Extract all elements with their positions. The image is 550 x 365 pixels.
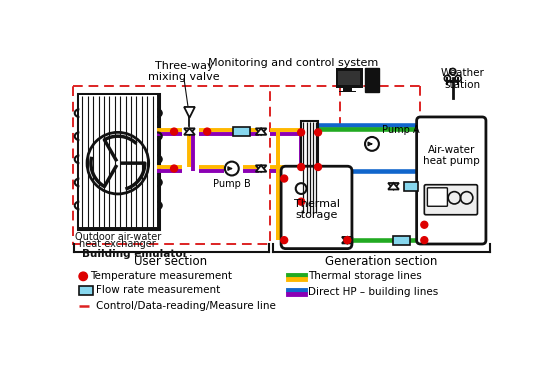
Polygon shape (342, 237, 353, 243)
Circle shape (280, 237, 288, 243)
Text: Air-water
heat pump: Air-water heat pump (423, 145, 480, 166)
Text: User section: User section (134, 255, 207, 268)
Circle shape (204, 128, 211, 135)
Polygon shape (342, 237, 353, 243)
Bar (73, 86, 270, 244)
Bar (365, 69, 379, 92)
Circle shape (344, 237, 351, 243)
Bar (338, 71, 360, 85)
Circle shape (170, 128, 178, 135)
FancyBboxPatch shape (79, 285, 94, 295)
Bar (339, 91, 356, 92)
Text: Three-way
mixing valve: Three-way mixing valve (148, 61, 220, 82)
Circle shape (280, 175, 288, 182)
Circle shape (315, 129, 322, 136)
Text: Temperature measurement: Temperature measurement (90, 271, 232, 281)
FancyBboxPatch shape (417, 117, 486, 244)
Text: Direct HP – building lines: Direct HP – building lines (308, 287, 438, 297)
Circle shape (298, 129, 305, 136)
Bar (79, 95, 157, 227)
Text: Control/Data-reading/Measure line: Control/Data-reading/Measure line (96, 301, 276, 311)
FancyBboxPatch shape (281, 166, 352, 249)
Polygon shape (388, 183, 399, 189)
Polygon shape (256, 128, 267, 135)
FancyBboxPatch shape (404, 182, 418, 191)
FancyBboxPatch shape (233, 127, 250, 136)
Circle shape (298, 198, 305, 205)
Circle shape (79, 272, 87, 281)
Polygon shape (256, 165, 267, 172)
Text: Weather
station: Weather station (441, 69, 485, 90)
Polygon shape (184, 128, 195, 135)
Text: Pump B: Pump B (213, 179, 251, 189)
Circle shape (421, 221, 428, 228)
FancyBboxPatch shape (393, 235, 410, 245)
Bar (343, 88, 352, 91)
Polygon shape (256, 128, 267, 135)
Text: Monitoring and control system: Monitoring and control system (208, 58, 378, 68)
Polygon shape (256, 165, 267, 172)
Polygon shape (184, 128, 195, 135)
FancyBboxPatch shape (425, 185, 477, 215)
Text: heat exchanger: heat exchanger (80, 239, 156, 249)
Circle shape (170, 165, 178, 172)
Circle shape (298, 164, 305, 170)
FancyBboxPatch shape (427, 188, 448, 206)
Text: Outdoor air-water: Outdoor air-water (75, 232, 161, 242)
Text: Flow rate measurement: Flow rate measurement (96, 285, 221, 295)
Bar (78, 94, 159, 228)
Text: Generation section: Generation section (325, 255, 437, 268)
Text: Pump A: Pump A (382, 125, 420, 135)
Polygon shape (184, 107, 195, 118)
Circle shape (315, 164, 322, 170)
Polygon shape (388, 183, 399, 189)
Text: Thermal
storage: Thermal storage (294, 199, 339, 220)
Circle shape (421, 237, 428, 243)
Text: Thermal storage lines: Thermal storage lines (308, 271, 422, 281)
Text: Building emulator: Building emulator (82, 249, 188, 260)
Bar (336, 69, 363, 88)
Bar (301, 121, 318, 215)
